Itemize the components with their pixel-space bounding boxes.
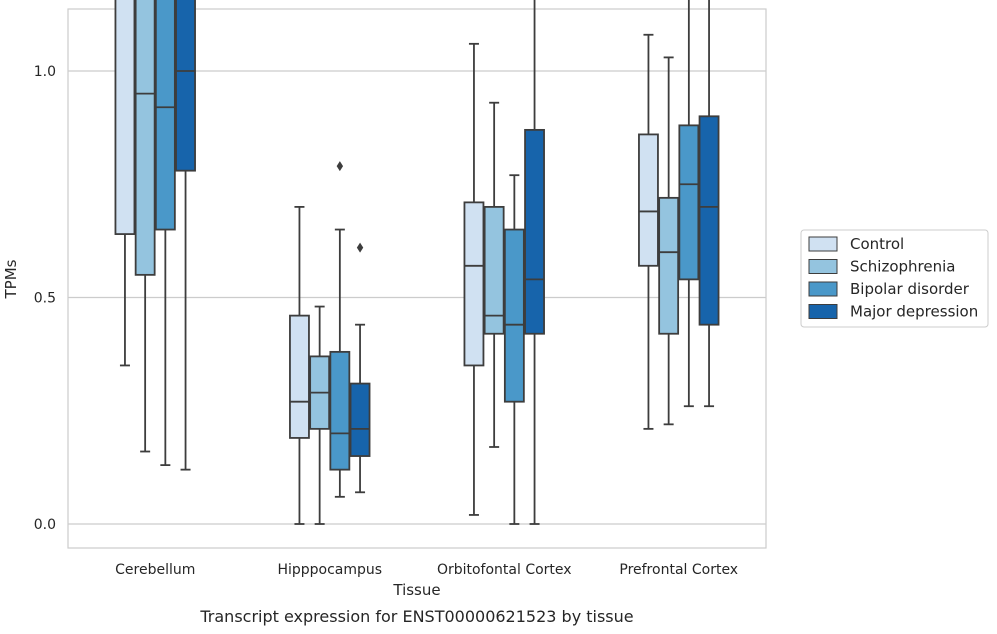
legend-label: Bipolar disorder (850, 280, 970, 298)
box-iqr (349, 382, 371, 457)
box-iqr (524, 128, 545, 335)
box-bipolar-disorder (678, 0, 700, 408)
x-tick-label: Orbitofontal Cortex (437, 562, 572, 578)
box-control (114, 0, 136, 367)
box-iqr (154, 0, 176, 231)
box-schizophrenia (309, 305, 331, 525)
box-iqr (134, 0, 156, 276)
y-axis-label: TPMs (2, 259, 20, 299)
y-tick-label: 0.0 (34, 517, 56, 533)
legend-swatch (808, 281, 838, 297)
box-iqr (329, 350, 351, 471)
x-tick-label: Prefrontal Cortex (619, 562, 738, 578)
box-major-depression (349, 242, 371, 494)
outlier-point (336, 161, 344, 172)
box-bipolar-disorder (503, 174, 525, 525)
chart-caption: Transcript expression for ENST0000062152… (199, 607, 633, 626)
x-tick-label: Hipppocampus (277, 562, 382, 578)
legend-swatch (808, 304, 838, 319)
box-bipolar-disorder (329, 161, 351, 498)
legend-label: Control (850, 235, 904, 253)
box-iqr (289, 314, 310, 439)
box-schizophrenia (483, 101, 505, 448)
y-axis-ticks: 0.00.51.01.52.0 (34, 64, 56, 533)
legend-swatch (808, 236, 838, 252)
box-control (463, 42, 485, 516)
box-control (289, 205, 310, 525)
x-axis-label: Tissue (392, 581, 440, 599)
legend-label: Major depression (850, 303, 978, 321)
legend-label: Schizophrenia (850, 258, 955, 276)
box-major-depression (175, 0, 196, 471)
box-iqr (658, 196, 680, 335)
box-iqr (698, 115, 720, 326)
y-tick-label: 1.0 (34, 64, 56, 80)
box-schizophrenia (134, 0, 156, 453)
outlier-point (356, 242, 364, 253)
x-axis-ticks: Cerebellum Hipppocampus Orbitofontal Corte… (115, 562, 738, 578)
box-iqr (483, 205, 505, 335)
legend-swatch (808, 259, 838, 274)
box-major-depression (524, 0, 545, 525)
boxes-layer (114, 0, 720, 525)
legend: Control Schizophrenia Bipolar disorder Majo… (800, 229, 989, 328)
box-iqr (114, 0, 136, 235)
box-schizophrenia (658, 56, 680, 426)
box-iqr (638, 133, 659, 267)
box-iqr (503, 228, 525, 403)
box-control (638, 33, 659, 430)
box-major-depression (698, 0, 720, 408)
y-tick-label: 0.5 (34, 291, 56, 307)
x-tick-label: Cerebellum (115, 562, 195, 578)
legend-frame (800, 229, 989, 328)
box-iqr (463, 201, 485, 367)
box-iqr (175, 0, 196, 172)
box-bipolar-disorder (154, 0, 176, 467)
box-iqr (678, 124, 700, 281)
